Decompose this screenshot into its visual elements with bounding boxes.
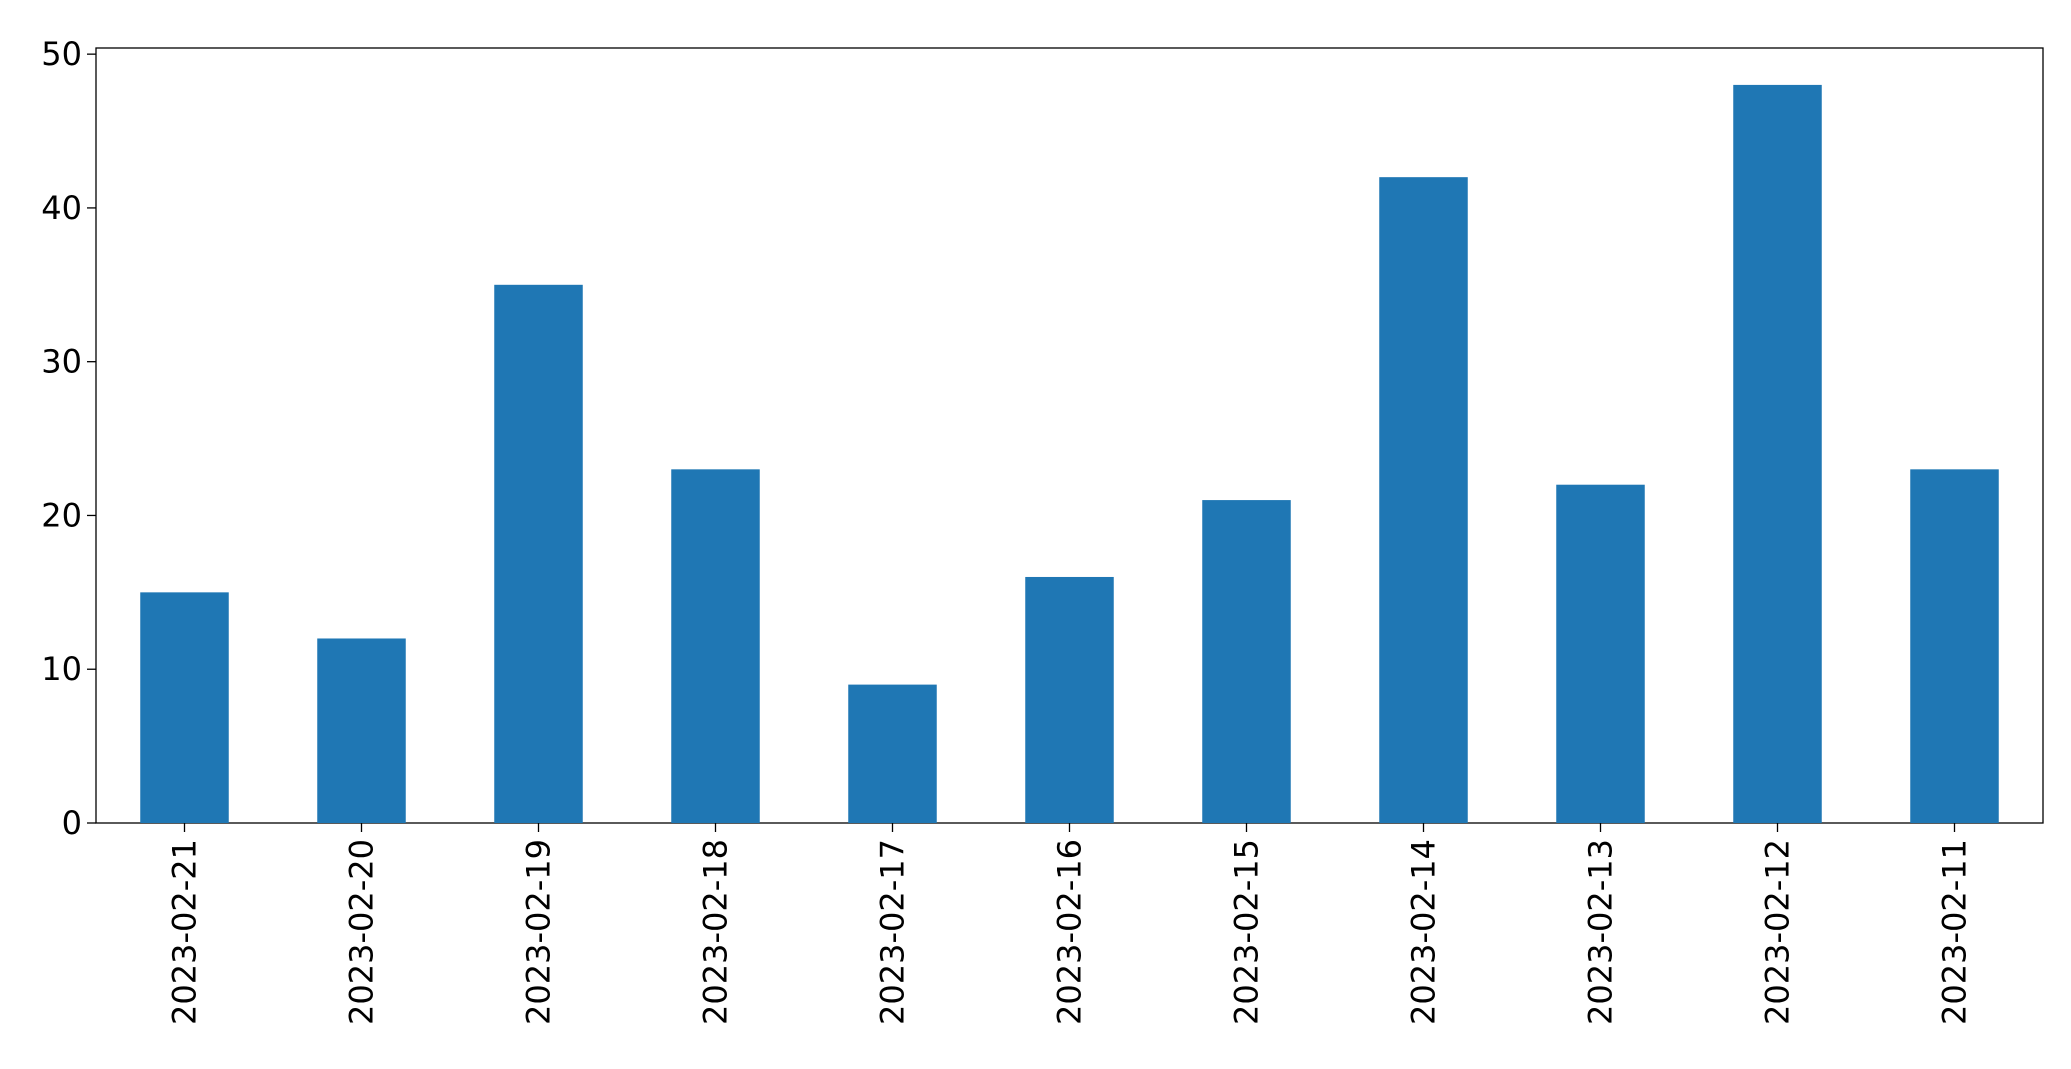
bar [1733, 84, 1822, 823]
y-tick-label: 0 [62, 804, 82, 842]
x-tick-label: 2023-02-13 [1582, 839, 1620, 1025]
x-tick-label: 2023-02-12 [1759, 839, 1797, 1025]
bar [848, 684, 937, 823]
bar [1202, 500, 1291, 823]
y-tick-label: 50 [41, 35, 82, 73]
y-tick-label: 10 [41, 650, 82, 688]
x-tick-label: 2023-02-21 [166, 839, 204, 1025]
x-tick-label: 2023-02-20 [343, 839, 381, 1025]
x-tick-label: 2023-02-14 [1405, 839, 1443, 1025]
x-tick-label: 2023-02-11 [1936, 839, 1974, 1025]
x-tick-label: 2023-02-16 [1051, 839, 1089, 1025]
bar [1025, 576, 1114, 823]
bar [1556, 484, 1645, 823]
x-tick-label: 2023-02-15 [1228, 839, 1266, 1025]
y-tick-label: 40 [41, 189, 82, 227]
x-tick-label: 2023-02-17 [874, 839, 912, 1025]
bar [671, 469, 760, 823]
bar [317, 638, 406, 823]
bar [1379, 177, 1468, 823]
y-tick-label: 20 [41, 496, 82, 534]
bar [1910, 469, 1999, 823]
y-tick-label: 30 [41, 343, 82, 381]
bar [494, 284, 583, 823]
bar [140, 592, 229, 823]
x-tick-label: 2023-02-19 [520, 839, 558, 1025]
x-tick-label: 2023-02-18 [697, 839, 735, 1025]
